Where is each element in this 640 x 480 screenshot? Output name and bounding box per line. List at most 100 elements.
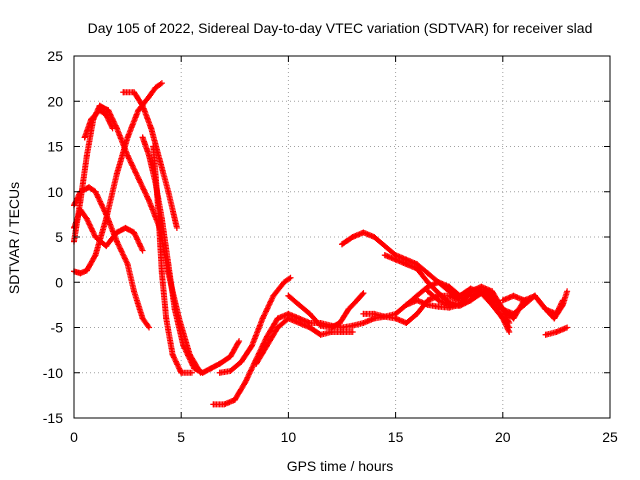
data-point	[553, 329, 560, 336]
data-point	[242, 378, 249, 385]
data-point	[499, 297, 506, 304]
data-point	[564, 324, 571, 331]
series-arc-11	[253, 315, 356, 367]
data-point	[146, 152, 153, 159]
data-point	[296, 301, 303, 308]
y-tick-label: 25	[47, 48, 63, 64]
data-point	[456, 292, 463, 299]
data-point	[414, 310, 421, 317]
data-point	[156, 157, 163, 164]
data-point	[489, 288, 496, 295]
axis-ticks	[73, 55, 611, 419]
data-point	[131, 288, 138, 295]
data-point	[542, 306, 549, 313]
data-point	[81, 134, 88, 141]
data-point	[414, 292, 421, 299]
data-point	[371, 310, 378, 317]
data-point	[103, 211, 110, 218]
data-point	[349, 322, 356, 329]
data-point	[551, 315, 558, 322]
data-point	[371, 234, 378, 240]
data-point	[131, 89, 138, 96]
data-point	[478, 290, 485, 297]
data-point	[109, 125, 116, 132]
data-point	[306, 324, 313, 331]
data-point	[113, 238, 120, 245]
data-point	[158, 80, 165, 87]
data-point	[124, 261, 131, 268]
data-point	[285, 292, 292, 299]
x-axis-label: GPS time / hours	[287, 458, 394, 474]
data-point	[105, 107, 112, 114]
data-point	[88, 116, 95, 123]
data-point	[435, 297, 442, 304]
data-point	[139, 102, 146, 109]
data-point	[259, 315, 266, 322]
data-point	[345, 306, 352, 313]
data-point	[349, 234, 356, 240]
y-axis-label: SDTVAR / TECUs	[6, 182, 22, 294]
x-tick-label: 25	[602, 429, 618, 445]
data-point	[317, 322, 324, 329]
data-point	[499, 315, 506, 322]
data-point	[499, 306, 506, 313]
data-point	[392, 310, 399, 317]
data-point	[146, 93, 153, 100]
data-point	[274, 315, 281, 322]
data-point	[150, 143, 157, 150]
data-point	[124, 152, 131, 159]
series-arc-17	[424, 288, 513, 336]
data-point	[253, 360, 260, 367]
data-point	[103, 243, 110, 250]
data-point	[139, 247, 146, 254]
data-point	[83, 215, 90, 222]
x-tick-label: 5	[177, 429, 185, 445]
data-point	[424, 301, 431, 308]
data-point	[86, 184, 93, 191]
data-point	[236, 338, 243, 345]
data-point	[178, 369, 185, 376]
data-point	[360, 229, 367, 236]
data-point	[248, 342, 255, 349]
data-point	[285, 315, 292, 322]
data-point	[274, 324, 281, 331]
data-point	[559, 297, 566, 304]
series-arc-10	[216, 274, 294, 376]
data-point	[435, 303, 442, 310]
data-point	[564, 288, 571, 295]
data-point	[221, 401, 228, 408]
series-arc-12	[285, 290, 367, 331]
data-point	[83, 267, 90, 274]
data-point	[139, 134, 146, 141]
data-point	[146, 324, 153, 331]
data-point	[467, 297, 474, 304]
data-point	[113, 170, 120, 177]
data-point	[360, 319, 367, 326]
data-point	[158, 270, 165, 277]
data-point	[542, 331, 549, 338]
data-point	[403, 319, 410, 326]
series-arc-18	[499, 292, 566, 317]
x-tick-label: 10	[281, 429, 297, 445]
y-tick-label: 0	[55, 274, 63, 290]
data-point	[152, 179, 159, 186]
data-point	[77, 270, 84, 277]
data-point	[152, 84, 159, 91]
data-point	[199, 369, 206, 376]
data-point	[188, 369, 195, 376]
data-point	[83, 152, 90, 159]
data-point	[135, 175, 142, 182]
y-tick-label: 10	[47, 184, 63, 200]
data-point	[92, 234, 99, 240]
data-point	[521, 297, 528, 304]
data-point	[531, 292, 538, 299]
data-point	[381, 243, 388, 250]
data-point	[216, 369, 223, 376]
data-point	[96, 107, 103, 114]
data-point	[306, 310, 313, 317]
data-point	[435, 279, 442, 286]
data-point	[328, 324, 335, 331]
data-point	[231, 396, 238, 403]
x-tick-label: 0	[70, 429, 78, 445]
data-point	[339, 329, 345, 336]
